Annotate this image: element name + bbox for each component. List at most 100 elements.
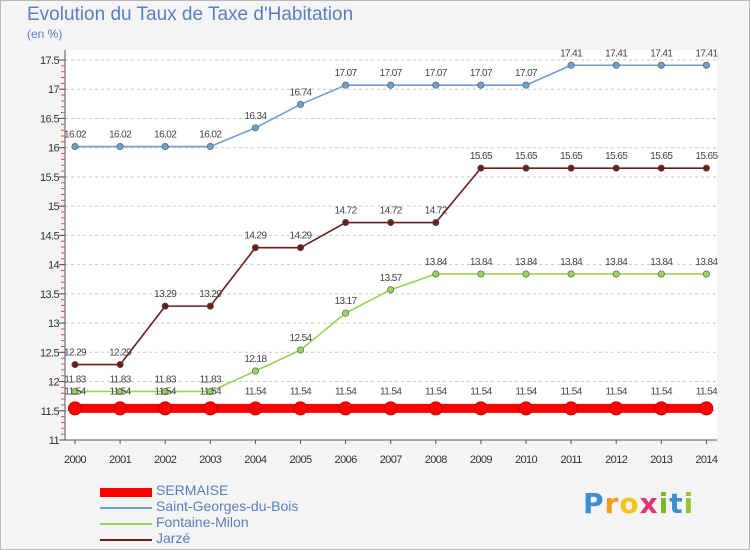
- legend-swatch-sermaise: [100, 488, 152, 497]
- data-point-saint-georges: [71, 143, 79, 151]
- y-tick-label: 12: [48, 377, 60, 389]
- data-point-saint-georges: [161, 143, 169, 151]
- y-tick-label: 16.5: [40, 113, 59, 125]
- data-point-fontaine-milon: [702, 270, 710, 278]
- y-tick-label: 15.5: [40, 172, 59, 184]
- chart-title: Evolution du Taux de Taxe d'Habitation: [27, 4, 354, 25]
- data-point-fontaine-milon: [116, 387, 124, 395]
- data-point-saint-georges: [296, 100, 304, 108]
- legend-label-sermaise: SERMAISE: [156, 482, 229, 498]
- data-point-sermaise: [293, 401, 308, 416]
- y-tick-label: 14.5: [40, 230, 59, 242]
- legend-item-sermaise: SERMAISE: [100, 482, 360, 500]
- data-label-sermaise: 11.54: [515, 386, 537, 397]
- data-point-sermaise: [113, 401, 128, 416]
- legend-swatch-jarze: [100, 539, 152, 541]
- data-point-jarze: [657, 164, 665, 172]
- data-label-saint-georges: 16.02: [199, 130, 222, 141]
- data-point-sermaise: [383, 401, 398, 416]
- data-label-saint-georges: 16.02: [154, 130, 177, 141]
- data-label-jarze: 15.65: [515, 151, 538, 162]
- data-label-saint-georges: 17.07: [425, 68, 448, 79]
- data-label-jarze: 14.72: [380, 206, 403, 217]
- data-label-fontaine-milon: 11.83: [155, 374, 177, 385]
- data-point-fontaine-milon: [612, 270, 620, 278]
- data-label-jarze: 13.29: [154, 289, 177, 300]
- data-point-saint-georges: [477, 81, 485, 89]
- data-point-saint-georges: [702, 61, 710, 69]
- data-label-jarze: 12.29: [109, 348, 132, 359]
- data-label-fontaine-milon: 13.84: [470, 257, 493, 268]
- data-point-sermaise: [609, 401, 624, 416]
- data-label-saint-georges: 16.02: [109, 130, 132, 141]
- x-tick-label: 2002: [154, 454, 177, 466]
- x-tick-label: 2010: [515, 454, 538, 466]
- data-point-saint-georges: [116, 143, 124, 151]
- x-tick-label: 2014: [695, 454, 718, 466]
- data-point-saint-georges: [612, 61, 620, 69]
- y-tick-label: 13: [48, 318, 60, 330]
- data-point-fontaine-milon: [296, 346, 304, 354]
- data-label-saint-georges: 17.07: [515, 68, 538, 79]
- data-point-jarze: [116, 361, 124, 369]
- data-point-sermaise: [203, 401, 218, 416]
- data-point-sermaise: [248, 401, 263, 416]
- y-tick-label: 17.5: [40, 55, 59, 67]
- data-point-saint-georges: [567, 61, 575, 69]
- data-point-fontaine-milon: [567, 270, 575, 278]
- data-label-sermaise: 11.54: [380, 386, 402, 397]
- plot-area: [65, 50, 717, 440]
- data-label-saint-georges: 16.74: [289, 87, 312, 98]
- data-point-sermaise: [428, 401, 443, 416]
- data-label-jarze: 15.65: [695, 151, 718, 162]
- y-tick-label: 11: [49, 435, 60, 447]
- data-point-jarze: [342, 219, 350, 227]
- data-point-jarze: [522, 164, 530, 172]
- data-point-sermaise: [699, 401, 714, 416]
- data-label-sermaise: 11.54: [245, 386, 267, 397]
- data-label-fontaine-milon: 11.83: [200, 374, 222, 385]
- data-label-sermaise: 11.54: [560, 386, 582, 397]
- data-label-sermaise: 11.54: [651, 386, 673, 397]
- data-label-fontaine-milon: 13.84: [425, 257, 448, 268]
- data-point-sermaise: [68, 401, 82, 416]
- data-label-fontaine-milon: 13.17: [335, 296, 358, 307]
- data-point-jarze: [702, 164, 710, 172]
- data-point-jarze: [612, 164, 620, 172]
- data-point-fontaine-milon: [251, 367, 259, 375]
- data-label-fontaine-milon: 13.84: [695, 257, 718, 268]
- legend-label-saint-georges: Saint-Georges-du-Bois: [156, 498, 299, 514]
- proxiti-logo: Proxiti: [583, 487, 695, 520]
- data-point-saint-georges: [251, 124, 259, 132]
- data-point-sermaise: [564, 401, 579, 416]
- data-label-jarze: 15.65: [650, 151, 673, 162]
- data-label-sermaise: 11.54: [696, 386, 718, 397]
- data-label-fontaine-milon: 11.83: [64, 374, 86, 385]
- chart-unit: (en %): [27, 27, 63, 41]
- data-label-sermaise: 11.54: [425, 386, 447, 397]
- data-label-sermaise: 11.54: [606, 386, 628, 397]
- data-point-jarze: [387, 219, 395, 227]
- data-label-saint-georges: 17.41: [695, 48, 718, 59]
- data-label-fontaine-milon: 12.54: [289, 333, 312, 344]
- data-point-saint-georges: [387, 81, 395, 89]
- data-point-fontaine-milon: [161, 387, 169, 395]
- data-label-fontaine-milon: 13.84: [515, 257, 538, 268]
- data-label-sermaise: 11.54: [155, 386, 177, 397]
- data-point-jarze: [71, 361, 79, 369]
- data-label-fontaine-milon: 13.84: [560, 257, 583, 268]
- x-tick-label: 2001: [109, 454, 132, 466]
- data-point-sermaise: [654, 401, 669, 416]
- data-point-sermaise: [338, 401, 353, 416]
- legend-swatch-saint-georges: [100, 507, 152, 509]
- data-label-saint-georges: 17.41: [650, 48, 673, 59]
- legend-item-saint-georges: Saint-Georges-du-Bois: [100, 498, 360, 516]
- data-label-sermaise: 11.54: [335, 386, 357, 397]
- x-tick-label: 2011: [560, 454, 582, 466]
- data-label-sermaise: 11.54: [64, 386, 86, 397]
- data-label-saint-georges: 17.41: [605, 48, 628, 59]
- x-tick-label: 2004: [244, 454, 267, 466]
- data-label-fontaine-milon: 13.57: [380, 273, 403, 284]
- data-point-jarze: [567, 164, 575, 172]
- data-point-saint-georges: [522, 81, 530, 89]
